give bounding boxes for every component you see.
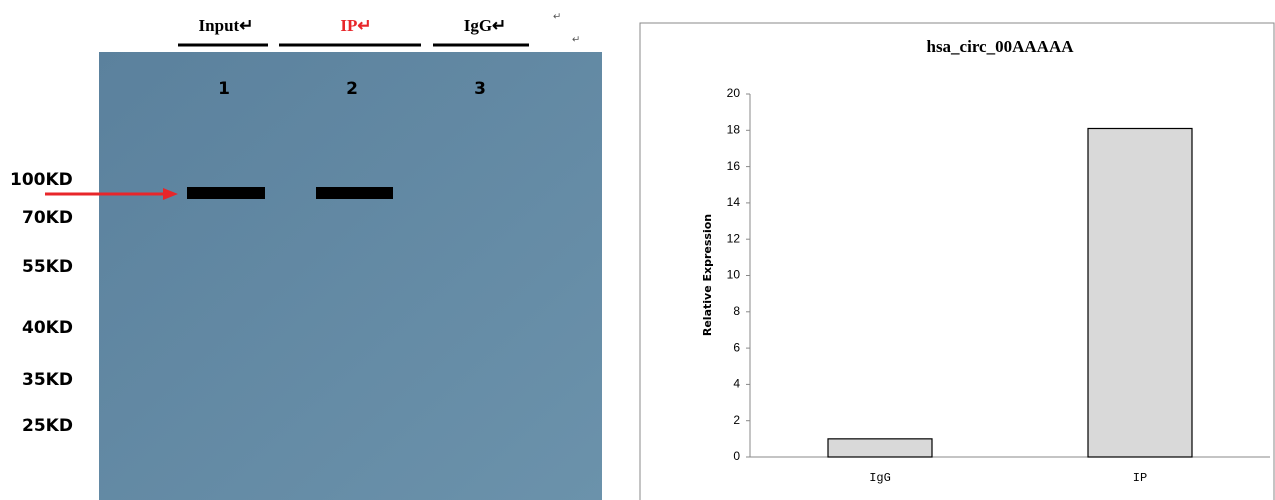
y-tick-label: 10 bbox=[727, 268, 741, 282]
stray-mark: ↵ bbox=[553, 11, 561, 22]
y-tick-label: 14 bbox=[727, 195, 741, 209]
lane-header: IgG↵ bbox=[464, 16, 507, 35]
y-axis-label: Relative Expression bbox=[701, 214, 714, 336]
marker-label: 25KD bbox=[22, 416, 73, 436]
marker-label: 100KD bbox=[10, 170, 73, 190]
y-tick-label: 2 bbox=[733, 413, 740, 427]
lane-number: 3 bbox=[474, 79, 486, 99]
bar bbox=[828, 439, 932, 457]
x-tick-label: IP bbox=[1133, 471, 1147, 485]
marker-label: 55KD bbox=[22, 257, 73, 277]
marker-label: 35KD bbox=[22, 370, 73, 390]
marker-label: 40KD bbox=[22, 318, 73, 338]
lane-number: 1 bbox=[218, 79, 230, 99]
y-tick-label: 16 bbox=[727, 159, 741, 173]
y-tick-label: 4 bbox=[733, 377, 740, 391]
y-tick-label: 0 bbox=[733, 449, 740, 463]
lane-number: 2 bbox=[346, 79, 358, 99]
lane-header: Input↵ bbox=[199, 16, 254, 35]
marker-label: 70KD bbox=[22, 208, 73, 228]
y-tick-label: 20 bbox=[727, 86, 741, 100]
y-tick-label: 6 bbox=[733, 340, 740, 354]
x-tick-label: IgG bbox=[869, 471, 891, 485]
band bbox=[316, 187, 393, 199]
figure: Input↵ IP↵ IgG↵ ↵ ↵ 1 2 3 100KD 70KD 55K… bbox=[0, 0, 1275, 500]
y-tick-label: 12 bbox=[727, 231, 741, 245]
chart-title: hsa_circ_00AAAAA bbox=[926, 37, 1074, 56]
band bbox=[187, 187, 265, 199]
y-tick-label: 18 bbox=[727, 122, 741, 136]
lane-header: IP↵ bbox=[340, 16, 371, 35]
bar bbox=[1088, 128, 1192, 457]
blot-membrane bbox=[99, 52, 602, 500]
stray-mark: ↵ bbox=[572, 34, 580, 45]
y-tick-label: 8 bbox=[733, 304, 740, 318]
